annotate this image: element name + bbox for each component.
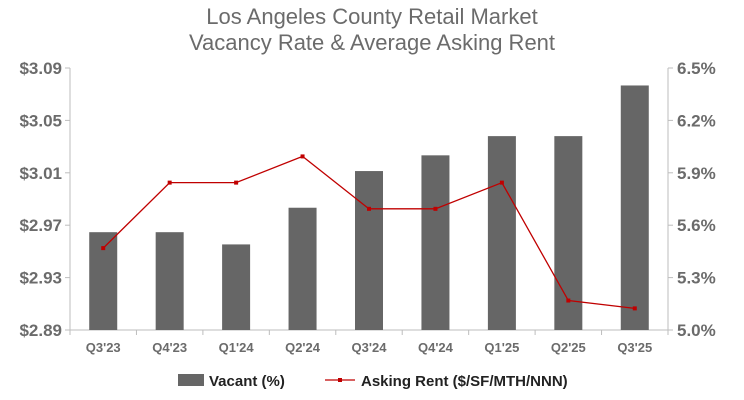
legend-swatch-vacant [178, 374, 204, 386]
left-axis-tick-label: $2.89 [19, 321, 62, 340]
legend-swatch-marker [338, 378, 342, 382]
left-axis-tick-label: $3.01 [19, 164, 62, 183]
x-axis-tick-label: Q2'24 [285, 340, 321, 355]
chart-title-line-2: Vacancy Rate & Average Asking Rent [188, 30, 556, 55]
left-axis-tick-label: $3.09 [19, 59, 62, 78]
legend-label-asking-rent: Asking Rent ($/SF/MTH/NNN) [361, 373, 568, 390]
x-axis-tick-label: Q2'25 [551, 340, 586, 355]
right-axis-tick-label: 5.0% [677, 321, 716, 340]
right-axis-tick-label: 6.2% [677, 111, 716, 130]
point-asking-rent [433, 206, 438, 211]
bar-vacant [222, 244, 251, 330]
right-axis-tick-label: 6.5% [677, 59, 716, 78]
bar-vacant [487, 136, 516, 330]
point-asking-rent [499, 180, 504, 185]
x-axis-tick-label: Q3'25 [617, 340, 652, 355]
x-axis-tick-label: Q4'24 [418, 340, 454, 355]
bar-vacant [288, 207, 317, 330]
point-asking-rent [101, 246, 106, 251]
right-axis-tick-label: 5.6% [677, 216, 716, 235]
point-asking-rent [300, 154, 305, 159]
point-asking-rent [234, 180, 239, 185]
bar-vacant [554, 136, 583, 330]
point-asking-rent [367, 206, 371, 211]
x-axis-tick-label: Q4'23 [152, 340, 187, 355]
left-axis-tick-label: $2.97 [19, 216, 62, 235]
bar-vacant [355, 171, 383, 330]
x-axis-tick-label: Q3'23 [86, 340, 121, 355]
bar-vacant [155, 232, 184, 330]
x-axis-tick-label: Q3'24 [352, 340, 388, 355]
legend-label-vacant: Vacant (%) [209, 373, 285, 390]
right-axis-tick-label: 5.3% [677, 269, 716, 288]
left-axis-tick-label: $3.05 [19, 111, 62, 130]
bar-vacant [421, 155, 450, 330]
bar-vacant [620, 85, 649, 330]
right-axis-tick-label: 5.9% [677, 164, 716, 183]
point-asking-rent [566, 298, 571, 303]
chart-title-line-1: Los Angeles County Retail Market [206, 4, 538, 29]
x-axis-tick-label: Q1'24 [219, 340, 255, 355]
left-axis-tick-label: $2.93 [19, 269, 62, 288]
point-asking-rent [167, 180, 172, 185]
x-axis-tick-label: Q1'25 [484, 340, 519, 355]
point-asking-rent [632, 306, 637, 311]
